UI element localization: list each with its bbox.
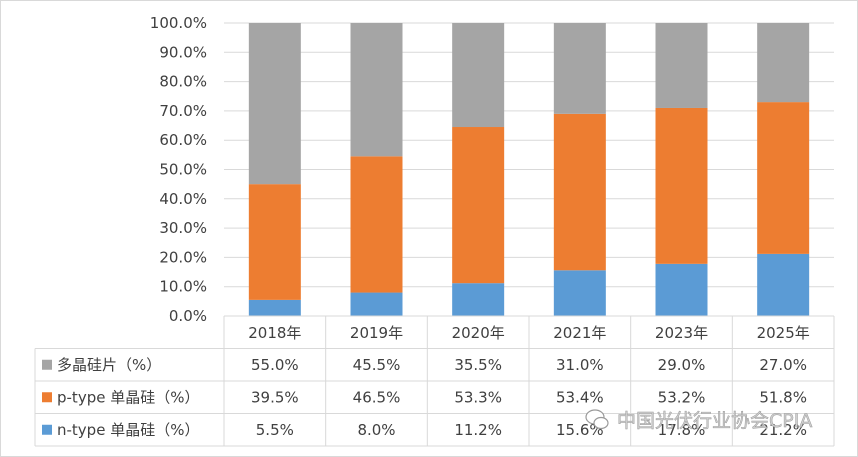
data-label: 35.5%: [454, 356, 502, 374]
data-label: 31.0%: [556, 356, 604, 374]
bar-segment: [248, 299, 301, 316]
bar-segment: [350, 23, 403, 157]
y-tick-label: 10.0%: [159, 278, 207, 296]
bar-segment: [350, 156, 403, 293]
y-tick-label: 80.0%: [159, 73, 207, 91]
bar-segment: [655, 23, 708, 108]
data-label: 8.0%: [357, 421, 395, 439]
data-label: 27.0%: [759, 356, 807, 374]
bar-segment: [757, 23, 810, 103]
watermark-text: 中国光伏行业协会CPIA: [617, 410, 812, 432]
x-tick-label: 2023年: [655, 324, 708, 342]
x-tick-label: 2019年: [350, 324, 403, 342]
bar-segment: [248, 23, 301, 185]
legend-label: 多晶硅片（%）: [57, 356, 161, 374]
bar-segment: [553, 23, 606, 114]
y-tick-label: 100.0%: [150, 14, 207, 32]
wechat-icon: [585, 409, 609, 430]
y-tick-label: 40.0%: [159, 190, 207, 208]
bar-segment: [248, 184, 301, 300]
y-tick-label: 90.0%: [159, 43, 207, 61]
legend-label: n-type 单晶硅（%）: [57, 421, 199, 439]
data-label: 45.5%: [353, 356, 401, 374]
bar-segment: [655, 263, 708, 316]
y-tick-label: 60.0%: [159, 131, 207, 149]
x-tick-label: 2021年: [553, 324, 606, 342]
bar-segment: [452, 127, 505, 284]
data-label: 53.3%: [454, 388, 502, 406]
data-label: 17.8%: [658, 421, 706, 439]
data-label: 53.2%: [658, 388, 706, 406]
bar-segment: [452, 23, 505, 128]
y-tick-label: 0.0%: [169, 307, 207, 325]
bars: [248, 23, 810, 316]
data-label: 39.5%: [251, 388, 299, 406]
bar-segment: [350, 292, 403, 316]
data-label: 46.5%: [353, 388, 401, 406]
y-tick-label: 20.0%: [159, 248, 207, 266]
data-label: 53.4%: [556, 388, 604, 406]
data-label: 55.0%: [251, 356, 299, 374]
bar-segment: [553, 270, 606, 316]
bar-segment: [452, 283, 505, 316]
y-axis: 0.0% 10.0% 20.0% 30.0% 40.0% 50.0% 60.0% 70.0% 8…: [150, 14, 207, 325]
legend-swatch: [42, 392, 52, 403]
y-tick-label: 70.0%: [159, 102, 207, 120]
legend-swatch: [42, 359, 52, 370]
data-label: 15.6%: [556, 421, 604, 439]
legend-swatch: [42, 424, 52, 435]
bar-segment: [553, 113, 606, 271]
bar-segment: [757, 102, 810, 254]
data-label: 51.8%: [759, 388, 807, 406]
watermark: 中国光伏行业协会CPIA: [585, 409, 813, 432]
legend-label: p-type 单晶硅（%）: [57, 388, 199, 406]
data-label: 5.5%: [256, 421, 294, 439]
data-label: 21.2%: [759, 421, 807, 439]
y-tick-label: 50.0%: [159, 161, 207, 179]
x-tick-label: 2018年: [248, 324, 301, 342]
data-label: 29.0%: [658, 356, 706, 374]
x-tick-label: 2025年: [757, 324, 810, 342]
x-tick-label: 2020年: [452, 324, 505, 342]
bar-segment: [757, 253, 810, 316]
y-tick-label: 30.0%: [159, 219, 207, 237]
bar-segment: [655, 107, 708, 264]
data-label: 11.2%: [454, 421, 502, 439]
